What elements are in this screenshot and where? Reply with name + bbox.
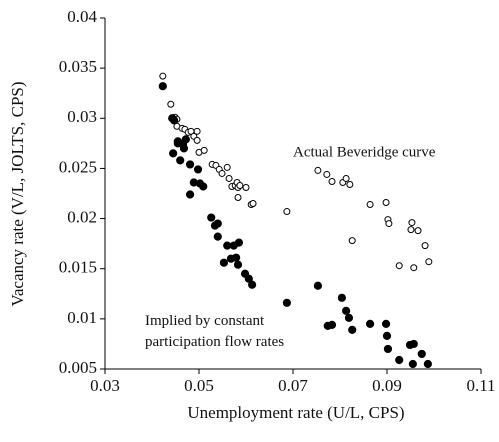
- x-tick-label: 0.07: [278, 376, 308, 395]
- point: [348, 325, 357, 334]
- point: [417, 349, 426, 359]
- point: [169, 149, 178, 158]
- point: [365, 319, 375, 328]
- point: [283, 208, 291, 216]
- point: [421, 242, 429, 250]
- y-tick-label: 0.01: [67, 308, 97, 327]
- point: [383, 344, 393, 354]
- y-axis-label: Vacancy rate (V/L, JOLTS, CPS): [8, 81, 27, 306]
- point: [176, 156, 185, 165]
- point: [342, 174, 350, 182]
- point: [159, 72, 167, 80]
- point: [218, 169, 226, 177]
- point: [344, 313, 354, 322]
- x-tick-label: 0.05: [184, 376, 214, 395]
- point: [395, 355, 404, 365]
- point: [242, 183, 250, 191]
- point: [193, 136, 201, 144]
- point: [382, 199, 390, 207]
- point: [213, 219, 222, 228]
- point: [346, 180, 354, 188]
- point: [323, 170, 331, 178]
- point: [167, 100, 175, 108]
- point: [185, 190, 195, 199]
- point: [181, 135, 190, 144]
- point: [249, 200, 257, 208]
- point: [423, 359, 432, 369]
- point: [327, 320, 337, 329]
- point: [248, 280, 257, 289]
- point: [414, 227, 422, 235]
- y-tick-label: 0.04: [67, 7, 97, 26]
- point: [179, 144, 189, 153]
- point: [234, 194, 242, 202]
- series-label: Actual Beveridge curve: [293, 144, 436, 160]
- point: [409, 339, 418, 349]
- point: [381, 319, 391, 328]
- y-tick-label: 0.005: [59, 358, 97, 377]
- point: [425, 258, 433, 266]
- point: [185, 160, 195, 169]
- point: [213, 232, 222, 241]
- point: [232, 253, 241, 262]
- point: [382, 331, 392, 341]
- point: [223, 163, 231, 171]
- point: [407, 226, 415, 234]
- x-tick-label: 0.09: [372, 376, 402, 395]
- y-tick-label: 0.015: [59, 258, 97, 277]
- point: [328, 177, 336, 185]
- y-tick-label: 0.02: [67, 207, 97, 226]
- x-axis-label: Unemployment rate (U/L, CPS): [187, 403, 404, 422]
- point: [200, 146, 208, 154]
- point: [199, 182, 208, 191]
- x-tick-label: 0.11: [466, 376, 495, 395]
- point: [410, 264, 418, 272]
- y-tick-label: 0.025: [59, 157, 97, 176]
- point: [158, 82, 167, 91]
- point: [225, 174, 233, 182]
- point: [385, 220, 393, 228]
- x-tick-label: 0.03: [90, 376, 120, 395]
- point: [193, 165, 203, 174]
- point: [337, 293, 346, 302]
- point: [348, 237, 356, 245]
- point: [342, 306, 351, 315]
- point: [313, 281, 323, 290]
- point: [395, 262, 403, 270]
- point: [219, 258, 229, 267]
- point: [282, 298, 291, 307]
- point: [233, 260, 243, 269]
- point: [366, 201, 374, 209]
- point: [207, 213, 216, 222]
- point: [408, 219, 416, 227]
- point: [234, 238, 244, 247]
- point: [408, 359, 417, 369]
- point: [193, 127, 201, 135]
- point: [236, 181, 244, 189]
- y-tick-label: 0.03: [67, 107, 97, 126]
- point: [314, 166, 322, 174]
- y-tick-label: 0.035: [59, 57, 97, 76]
- point: [169, 116, 179, 125]
- series-label: Implied by constant participation flow ra…: [145, 313, 284, 350]
